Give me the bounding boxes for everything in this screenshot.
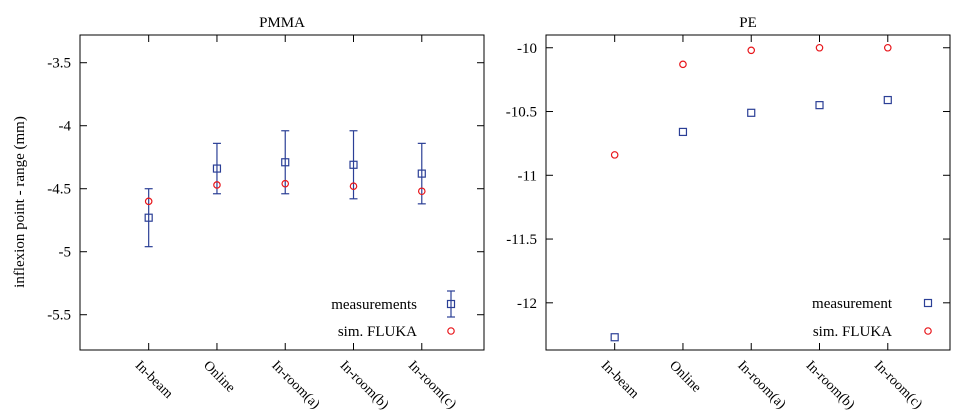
data-point-sim-fluka [610, 151, 619, 159]
y-tick-label: -3.5 [47, 56, 71, 72]
y-tick-label: -5 [59, 245, 72, 261]
data-point-sim-fluka [213, 181, 221, 189]
legend-label: sim. FLUKA [338, 324, 417, 340]
data-point-sim-fluka [883, 43, 892, 52]
y-tick-label: -12 [517, 296, 537, 312]
data-point-measurement [747, 108, 756, 117]
x-tick-label: In-room(b) [803, 358, 858, 413]
data-point-measurements [417, 169, 426, 178]
x-tick-label: Online [200, 358, 238, 396]
x-tick-label: In-room(a) [268, 358, 322, 412]
data-point-measurements [144, 213, 153, 222]
x-tick-label: In-room(c) [871, 358, 925, 412]
data-point-measurements [281, 158, 290, 167]
data-point-sim-fluka [747, 46, 756, 55]
plot-frame [79, 34, 485, 351]
data-point-sim-fluka [281, 179, 290, 188]
y-tick-label: -4 [59, 119, 72, 135]
legend-marker-square [446, 299, 456, 309]
chart-title: PE [739, 15, 757, 31]
data-point-sim-fluka [815, 43, 824, 52]
x-tick-label: Online [666, 358, 704, 396]
data-point-measurements [349, 160, 358, 169]
chart-title: PMMA [259, 15, 305, 31]
legend-marker-circle [924, 327, 932, 335]
legend-label: measurement [812, 296, 893, 312]
data-point-measurement [883, 95, 892, 105]
legend-label: measurements [331, 297, 417, 313]
legend-label: sim. FLUKA [813, 324, 892, 340]
data-point-measurements [212, 164, 222, 173]
y-tick-label: -10.5 [506, 105, 537, 121]
x-tick-label: In-room(b) [337, 358, 392, 413]
y-tick-label: -5.5 [47, 308, 71, 324]
legend-marker-square [923, 298, 933, 308]
data-point-sim-fluka [679, 60, 687, 69]
legend-marker-circle [447, 327, 455, 335]
y-tick-label: -4.5 [47, 182, 71, 198]
x-tick-label: In-room(c) [405, 358, 459, 412]
y-tick-label: -11.5 [506, 232, 537, 248]
data-point-sim-fluka [417, 187, 426, 196]
y-tick-label: -10 [517, 41, 537, 57]
x-tick-label: In-beam [598, 358, 642, 402]
chart-panel-pmma: PMMA -3.5 -4 -4.5 -5 -5.5 In-beam Online In-room… [47, 15, 485, 413]
data-point-measurement [610, 333, 619, 342]
x-tick-label: In-room(a) [734, 358, 788, 412]
x-tick-label: In-beam [132, 358, 176, 402]
y-tick-label: -11 [518, 168, 537, 184]
data-point-sim-fluka [144, 197, 153, 206]
y-axis-label: inflexion point - range (mm) [12, 116, 28, 288]
data-point-measurement [678, 127, 688, 137]
data-point-measurement [815, 101, 824, 110]
data-point-sim-fluka [349, 182, 358, 191]
plot-frame [545, 34, 951, 351]
chart-panel-pe: PE -10 -10.5 -11 -11.5 -12 In-beam Online In-roo… [506, 15, 951, 413]
